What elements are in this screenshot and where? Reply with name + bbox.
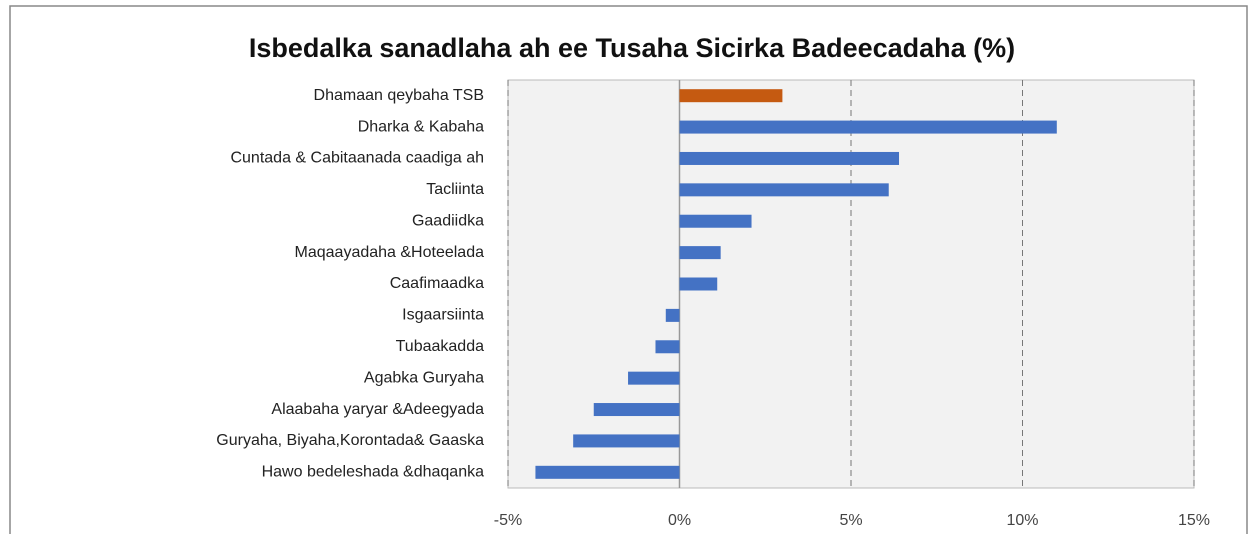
- y-tick-label: Alaabaha yaryar &Adeegyada: [271, 401, 484, 418]
- bar: [628, 371, 680, 385]
- bar: [665, 308, 680, 322]
- x-tick-label: 5%: [839, 512, 862, 529]
- x-tick-label: 0%: [668, 512, 691, 529]
- x-tick-label: 10%: [1006, 512, 1038, 529]
- x-tick-label: -5%: [494, 512, 522, 529]
- y-tick-label: Gaadiidka: [412, 212, 484, 229]
- bar: [679, 277, 718, 291]
- chart-title: Isbedalka sanadlaha ah ee Tusaha Sicirka…: [249, 33, 1015, 63]
- y-tick-label: Hawo bedeleshada &dhaqanka: [262, 464, 485, 481]
- bar: [679, 214, 752, 228]
- x-tick-label: 15%: [1178, 512, 1210, 529]
- y-tick-label: Guryaha, Biyaha,Korontada& Gaaska: [216, 432, 484, 449]
- y-tick-label: Tacliinta: [426, 181, 484, 198]
- bar: [679, 151, 900, 165]
- y-tick-label: Dhamaan qeybaha TSB: [314, 87, 484, 104]
- bar: [679, 89, 783, 103]
- y-tick-label: Maqaayadaha &Hoteelada: [295, 244, 485, 261]
- y-tick-label: Isgaarsiinta: [402, 307, 484, 324]
- y-tick-label: Cuntada & Cabitaanada caadiga ah: [230, 150, 484, 167]
- bar: [573, 434, 680, 448]
- bar: [679, 183, 889, 197]
- bar: [593, 403, 680, 417]
- bar: [655, 340, 680, 354]
- bar: [679, 120, 1057, 134]
- y-tick-label: Caafimaadka: [390, 275, 484, 292]
- y-tick-label: Dharka & Kabaha: [358, 118, 484, 135]
- y-tick-label: Agabka Guryaha: [364, 369, 484, 386]
- y-tick-label: Tubaakadda: [396, 338, 484, 355]
- bar: [535, 465, 680, 479]
- bar: [679, 246, 721, 260]
